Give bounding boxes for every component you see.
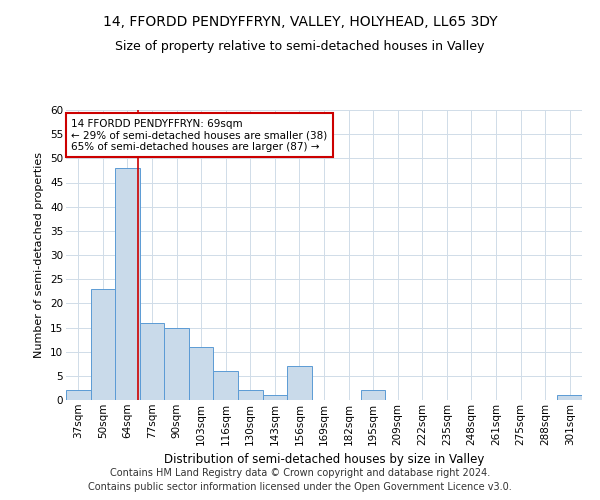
X-axis label: Distribution of semi-detached houses by size in Valley: Distribution of semi-detached houses by …: [164, 453, 484, 466]
Text: 14, FFORDD PENDYFFRYN, VALLEY, HOLYHEAD, LL65 3DY: 14, FFORDD PENDYFFRYN, VALLEY, HOLYHEAD,…: [103, 15, 497, 29]
Bar: [263, 395, 287, 400]
Bar: [140, 322, 164, 400]
Bar: [214, 371, 238, 400]
Bar: [164, 328, 189, 400]
Bar: [361, 390, 385, 400]
Bar: [189, 347, 214, 400]
Bar: [557, 395, 582, 400]
Y-axis label: Number of semi-detached properties: Number of semi-detached properties: [34, 152, 44, 358]
Text: Contains public sector information licensed under the Open Government Licence v3: Contains public sector information licen…: [88, 482, 512, 492]
Bar: [238, 390, 263, 400]
Text: Size of property relative to semi-detached houses in Valley: Size of property relative to semi-detach…: [115, 40, 485, 53]
Bar: [287, 366, 312, 400]
Bar: [66, 390, 91, 400]
Bar: [115, 168, 140, 400]
Text: Contains HM Land Registry data © Crown copyright and database right 2024.: Contains HM Land Registry data © Crown c…: [110, 468, 490, 477]
Text: 14 FFORDD PENDYFFRYN: 69sqm
← 29% of semi-detached houses are smaller (38)
65% o: 14 FFORDD PENDYFFRYN: 69sqm ← 29% of sem…: [71, 118, 328, 152]
Bar: [91, 289, 115, 400]
